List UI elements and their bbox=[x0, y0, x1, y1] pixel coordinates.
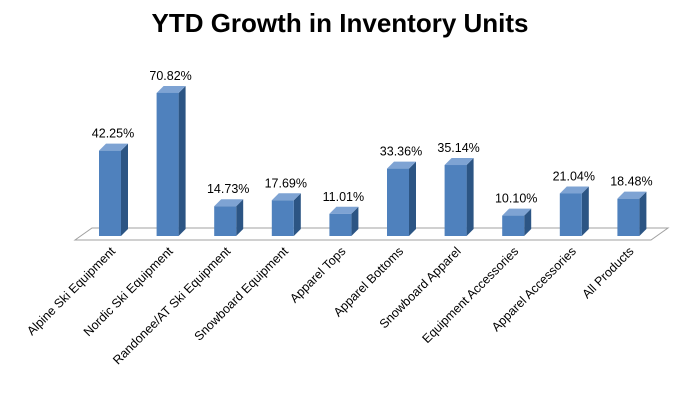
data-label: 11.01% bbox=[323, 190, 364, 204]
category-label: Randonee/AT Ski Equipment bbox=[110, 244, 233, 367]
bar-side bbox=[293, 193, 301, 236]
data-label: 14.73% bbox=[207, 182, 249, 196]
bar-top bbox=[156, 85, 186, 93]
bar-side bbox=[524, 208, 532, 236]
data-label: 10.10% bbox=[495, 192, 537, 206]
bar bbox=[444, 158, 474, 236]
bar-side bbox=[121, 143, 128, 236]
bar-side bbox=[409, 161, 416, 236]
bar-side bbox=[581, 186, 589, 236]
bar-front bbox=[617, 198, 640, 236]
bar-side bbox=[466, 158, 474, 236]
bar-front bbox=[271, 200, 294, 236]
bar-top bbox=[559, 186, 589, 194]
bar-side bbox=[236, 199, 244, 236]
bar-top bbox=[99, 143, 128, 151]
bar-series bbox=[99, 85, 647, 236]
data-label: 17.69% bbox=[265, 176, 307, 190]
bar bbox=[502, 208, 532, 236]
bar-front bbox=[559, 193, 582, 236]
bar-front bbox=[214, 206, 237, 236]
bar-front bbox=[502, 215, 525, 236]
data-label: 42.25% bbox=[92, 127, 134, 141]
data-label: 33.36% bbox=[380, 145, 422, 159]
data-labels: 42.25% 70.82% 14.73% 17.69% 11.01% 33.36% 35.1… bbox=[92, 69, 653, 206]
bar-top bbox=[329, 206, 359, 214]
bar-front bbox=[444, 165, 467, 236]
bar bbox=[156, 85, 186, 236]
bar bbox=[271, 193, 301, 236]
bar-front bbox=[99, 150, 121, 236]
bar-side bbox=[351, 206, 359, 236]
bar-front bbox=[156, 92, 179, 236]
data-label: 18.48% bbox=[610, 175, 652, 189]
data-label: 35.14% bbox=[437, 141, 479, 155]
data-label: 70.82% bbox=[149, 69, 191, 83]
bar-front bbox=[387, 168, 409, 236]
bar-side bbox=[178, 85, 186, 236]
bar-side bbox=[639, 191, 647, 236]
bar bbox=[329, 206, 359, 236]
bar-top bbox=[502, 208, 532, 216]
category-label: All Products bbox=[579, 244, 636, 301]
chart-title: YTD Growth in Inventory Units bbox=[151, 8, 529, 38]
bar bbox=[387, 161, 416, 236]
bar-front bbox=[329, 213, 352, 236]
data-label: 21.04% bbox=[553, 169, 595, 183]
bar bbox=[214, 199, 244, 236]
bar-top bbox=[271, 193, 301, 201]
category-label: Equipment Accessories bbox=[420, 244, 522, 346]
bar bbox=[99, 143, 128, 236]
bar bbox=[617, 191, 647, 236]
bar-top bbox=[444, 158, 474, 166]
category-label: Snowboard Equipment bbox=[192, 244, 292, 344]
category-label: Apparel Tops bbox=[287, 244, 348, 305]
bar-top bbox=[617, 191, 647, 199]
bar-top bbox=[214, 199, 244, 207]
bar-top bbox=[387, 161, 416, 169]
bar bbox=[559, 186, 589, 236]
